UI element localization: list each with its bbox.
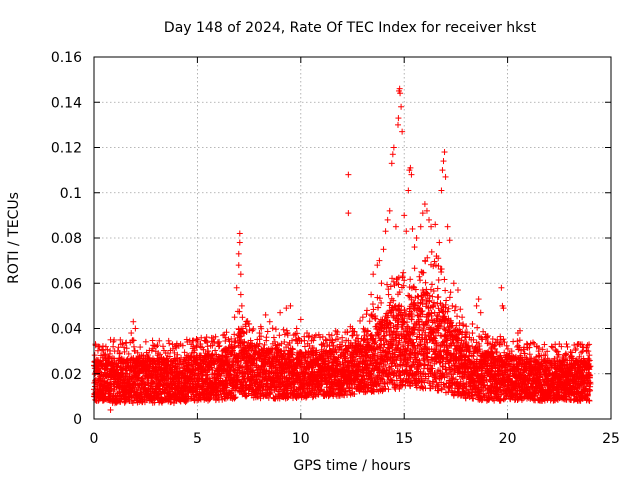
chart-title: Day 148 of 2024, Rate Of TEC Index for r… xyxy=(164,20,537,36)
data-point xyxy=(98,346,105,353)
data-point xyxy=(102,343,109,350)
data-points xyxy=(90,85,594,413)
data-point xyxy=(91,352,98,359)
data-point xyxy=(94,347,101,354)
data-point xyxy=(104,346,111,353)
grid-lines xyxy=(94,57,611,419)
data-point xyxy=(100,347,107,354)
